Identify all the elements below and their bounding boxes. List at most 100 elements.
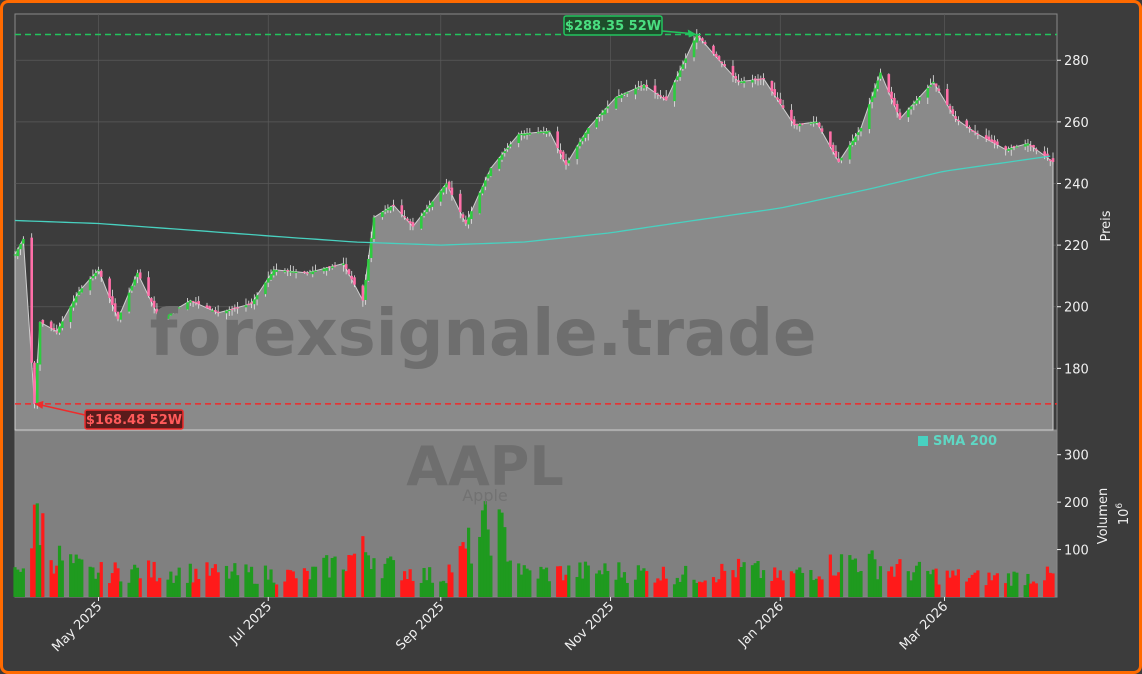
- volume-bar: [291, 571, 295, 597]
- candle-body: [584, 132, 587, 138]
- candle-body: [30, 237, 33, 363]
- volume-bar: [1009, 585, 1013, 597]
- candle-body: [230, 308, 234, 311]
- candle-body: [431, 201, 434, 207]
- candle-body: [1029, 145, 1033, 147]
- volume-bars: [13, 501, 1055, 597]
- volume-bar: [600, 574, 604, 597]
- volume-bar: [1015, 572, 1019, 597]
- candle-body: [545, 131, 548, 134]
- volume-bar: [210, 568, 215, 597]
- candle-body: [1026, 143, 1030, 146]
- candle-body: [1043, 151, 1046, 156]
- candle-body: [350, 275, 354, 280]
- candle-body: [578, 141, 582, 147]
- volume-bar: [272, 582, 276, 597]
- candle-body: [77, 291, 81, 296]
- candle-body: [392, 204, 395, 207]
- date-tick-label: Jan 2026: [735, 599, 787, 651]
- candle-body: [957, 119, 960, 122]
- volume-bar: [556, 566, 560, 597]
- volume-bar: [898, 559, 902, 597]
- volume-bar: [851, 559, 855, 597]
- volume-bar: [547, 581, 551, 597]
- volume-bar: [91, 567, 95, 597]
- candle-body: [88, 279, 92, 291]
- candle-body: [1046, 153, 1049, 158]
- candle-body: [442, 187, 445, 193]
- volume-bar: [792, 573, 796, 597]
- volume-bar: [834, 575, 838, 597]
- volume-bar: [525, 568, 529, 597]
- volume-bar: [269, 569, 273, 597]
- volume-bar: [99, 562, 103, 597]
- volume-bar: [873, 559, 877, 597]
- candle-body: [586, 128, 590, 134]
- candle-body: [1048, 159, 1052, 162]
- candle-body: [954, 116, 957, 119]
- high-52w-box: [563, 15, 663, 36]
- volume-bar: [656, 578, 660, 597]
- volume-bar: [814, 578, 819, 597]
- volume-bar: [205, 562, 209, 597]
- volume-bar: [188, 563, 192, 597]
- candle-body: [996, 141, 999, 145]
- volume-bar: [464, 548, 468, 597]
- volume-bar: [1045, 566, 1050, 597]
- volume-bar: [497, 509, 501, 597]
- volume-bar: [88, 566, 92, 597]
- candle-body: [840, 157, 843, 161]
- volume-bar: [586, 565, 590, 597]
- candle-body: [701, 38, 704, 41]
- volume-bar: [761, 570, 766, 597]
- volume-bar: [294, 578, 298, 597]
- volume-bar: [681, 574, 685, 597]
- candle-body: [111, 296, 114, 305]
- volume-bar: [450, 572, 454, 597]
- volume-bar: [508, 560, 512, 597]
- volume-bar: [697, 581, 702, 597]
- candle-body: [500, 154, 504, 160]
- volume-bar: [945, 570, 949, 597]
- volume-bar: [778, 570, 782, 597]
- candle-body: [556, 131, 559, 149]
- candle-body: [16, 249, 20, 257]
- volume-bar: [18, 571, 23, 597]
- candle-body: [1004, 146, 1007, 150]
- candle-body: [890, 91, 893, 99]
- volume-bar: [795, 569, 799, 597]
- candle-body: [99, 270, 103, 277]
- volume-bar: [990, 580, 994, 597]
- candle-body: [945, 88, 949, 105]
- volume-bar: [191, 582, 195, 597]
- candle-body: [236, 307, 239, 309]
- volume-bar: [400, 580, 404, 597]
- volume-bar: [458, 546, 462, 597]
- candle-body: [620, 94, 623, 99]
- date-tick-label: May 2025: [49, 599, 105, 655]
- candle-body: [684, 58, 687, 63]
- candle-body: [829, 131, 832, 147]
- candle-body: [286, 270, 290, 272]
- candle-body: [876, 80, 879, 90]
- high-52w-label: $288.35 52W: [565, 19, 661, 34]
- volume-bar: [174, 575, 179, 597]
- volume-bar: [327, 577, 332, 597]
- candle-body: [737, 80, 740, 82]
- candle-body: [211, 310, 214, 312]
- candle-body: [253, 299, 256, 305]
- volume-bar: [734, 577, 738, 597]
- volume-bar: [74, 554, 78, 597]
- candle-body: [509, 144, 512, 147]
- volume-bar: [364, 552, 368, 597]
- volume-bar: [915, 565, 919, 597]
- candle-body: [712, 45, 715, 54]
- volume-bar: [828, 554, 832, 597]
- volume-bar: [133, 564, 137, 597]
- candle-body: [275, 270, 278, 272]
- volume-bar: [486, 529, 490, 597]
- candle-body: [69, 306, 72, 323]
- candle-body: [559, 149, 562, 154]
- candle-body: [155, 308, 159, 314]
- volume-bar: [870, 550, 874, 597]
